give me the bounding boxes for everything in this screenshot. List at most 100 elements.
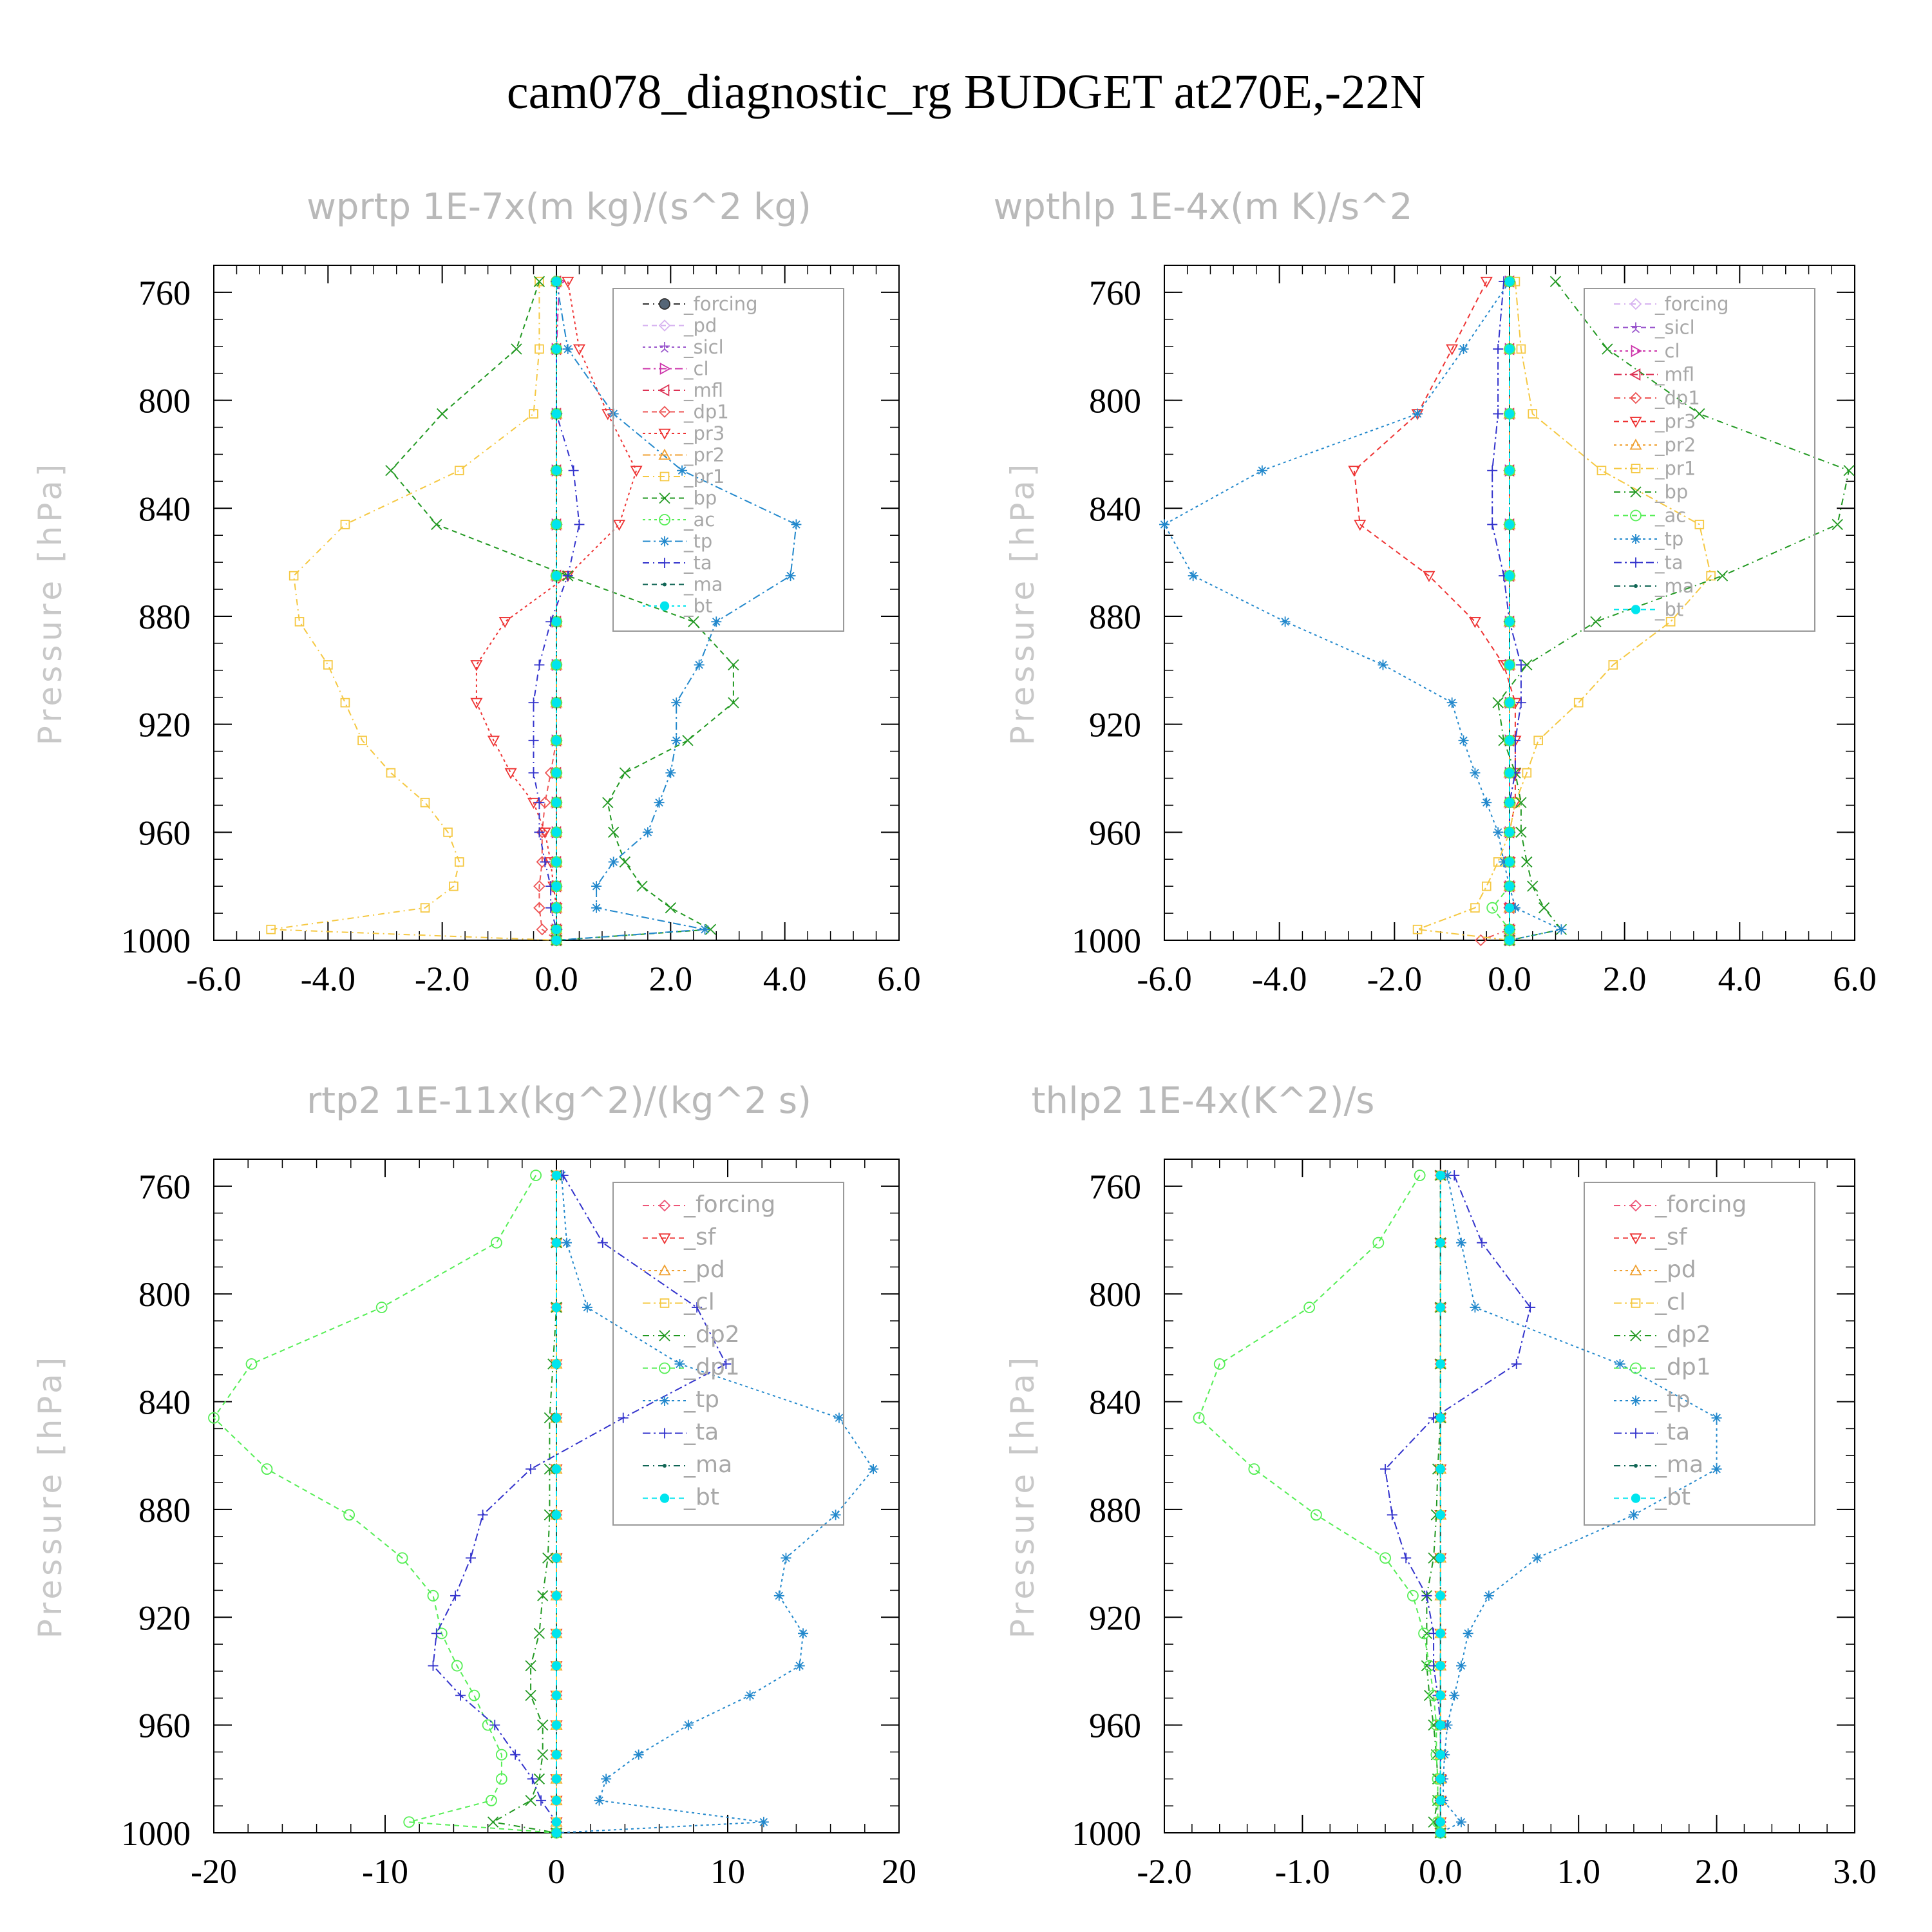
- legend-marker: [658, 1199, 671, 1212]
- data-point: [1549, 276, 1562, 287]
- data-point: [1193, 1412, 1205, 1424]
- data-point: [619, 856, 631, 868]
- data-point: [1504, 925, 1515, 934]
- x-tick-label: -2.0: [1137, 1852, 1191, 1891]
- data-point: [533, 880, 545, 893]
- data-point: [1504, 520, 1515, 529]
- legend-frame: [612, 1182, 844, 1526]
- data-point: [323, 660, 333, 670]
- data-point: [1428, 1552, 1439, 1564]
- data-point: [1428, 1816, 1439, 1828]
- data-point: [551, 1690, 562, 1700]
- data-point: [1481, 881, 1492, 891]
- data-point: [1401, 1553, 1412, 1564]
- legend-label: _pd: [1654, 1256, 1696, 1283]
- y-tick-label: 760: [138, 274, 191, 312]
- data-point: [1421, 1660, 1432, 1672]
- y-tick-label: 760: [1089, 1168, 1141, 1206]
- series-line: [1384, 1175, 1531, 1833]
- data-point: [1213, 1358, 1226, 1370]
- legend-marker: [1630, 509, 1642, 522]
- y-tick-label: 920: [138, 1598, 191, 1637]
- data-point: [1188, 571, 1198, 582]
- y-tick-label: 1000: [121, 1814, 191, 1853]
- data-point: [551, 1661, 562, 1671]
- legend-label: _pr1: [1654, 458, 1696, 480]
- data-point: [208, 1412, 220, 1424]
- data-point: [1468, 617, 1481, 629]
- data-point: [551, 828, 562, 837]
- data-point: [773, 1590, 784, 1601]
- data-point: [562, 343, 573, 354]
- series-ta: [1487, 276, 1526, 945]
- legend-label: _forcing: [1654, 1191, 1747, 1218]
- data-point: [671, 697, 682, 708]
- y-axis-label: Pressure [hPa]: [1004, 460, 1041, 746]
- data-point: [728, 659, 739, 671]
- data-point: [1378, 659, 1388, 670]
- x-tick-label: 0.0: [535, 960, 578, 998]
- legend-label: _dp1: [1654, 387, 1700, 409]
- y-tick-label: 800: [138, 382, 191, 421]
- data-point: [528, 735, 539, 746]
- legend-marker: [1631, 605, 1641, 614]
- data-point: [694, 659, 705, 670]
- data-point: [665, 902, 676, 914]
- data-point: [601, 1774, 612, 1785]
- data-point: [794, 1660, 805, 1671]
- y-tick-label: 920: [138, 706, 191, 744]
- data-point: [1504, 344, 1515, 354]
- chart-panel-3: rtp2 1E-11x(kg^2)/(kg^2 s) Pressure [hPa]…: [32, 1080, 916, 1891]
- data-point: [1256, 465, 1267, 476]
- data-point: [454, 857, 464, 867]
- data-point: [1504, 881, 1515, 891]
- data-point: [1435, 1750, 1445, 1759]
- x-tick-label: -4.0: [301, 960, 355, 998]
- data-point: [591, 902, 602, 913]
- legend-label: _forcing: [683, 1191, 775, 1218]
- y-tick-label: 960: [1089, 813, 1141, 852]
- y-tick-label: 800: [1089, 1275, 1141, 1314]
- x-tick-label: 2.0: [1695, 1852, 1739, 1891]
- data-point: [536, 923, 549, 936]
- data-point: [699, 924, 710, 935]
- data-point: [551, 768, 562, 778]
- data-point: [597, 1237, 608, 1248]
- data-point: [1481, 797, 1492, 808]
- y-tick-label: 880: [1089, 598, 1141, 636]
- legend-label: _bt: [683, 1484, 719, 1511]
- data-point: [533, 276, 545, 287]
- legend-marker: [659, 492, 670, 504]
- series-dp1: [533, 275, 563, 947]
- data-point: [538, 796, 551, 809]
- y-tick-label: 920: [1089, 706, 1141, 744]
- legend-label: _pr2: [1654, 434, 1696, 456]
- data-point: [451, 1660, 463, 1672]
- data-point: [1504, 857, 1515, 867]
- legend-label: _dp1: [1654, 1354, 1711, 1381]
- data-point: [1372, 1236, 1385, 1249]
- legend-marker: [659, 1396, 670, 1406]
- data-point: [431, 518, 442, 531]
- data-point: [529, 409, 538, 419]
- y-tick-label: 840: [138, 1383, 191, 1422]
- legend-marker: [658, 1264, 671, 1276]
- data-point: [487, 735, 500, 747]
- data-point: [594, 1795, 605, 1806]
- data-point: [375, 1302, 388, 1314]
- data-point: [1504, 409, 1515, 419]
- y-tick-label: 960: [1089, 1707, 1141, 1745]
- data-point: [1248, 1463, 1260, 1475]
- series-line: [432, 1175, 727, 1833]
- data-point: [533, 1627, 545, 1640]
- data-point: [1446, 697, 1457, 708]
- series-line: [475, 281, 638, 940]
- chart-panel-4: thlp2 1E-4x(K^2)/s Pressure [hPa] 760 800 84…: [1004, 1080, 1877, 1891]
- data-point: [1477, 1237, 1488, 1248]
- data-point: [1504, 798, 1515, 808]
- data-point: [1421, 1590, 1432, 1601]
- series-line: [556, 281, 797, 941]
- data-point: [551, 1750, 562, 1759]
- data-point: [1556, 924, 1567, 935]
